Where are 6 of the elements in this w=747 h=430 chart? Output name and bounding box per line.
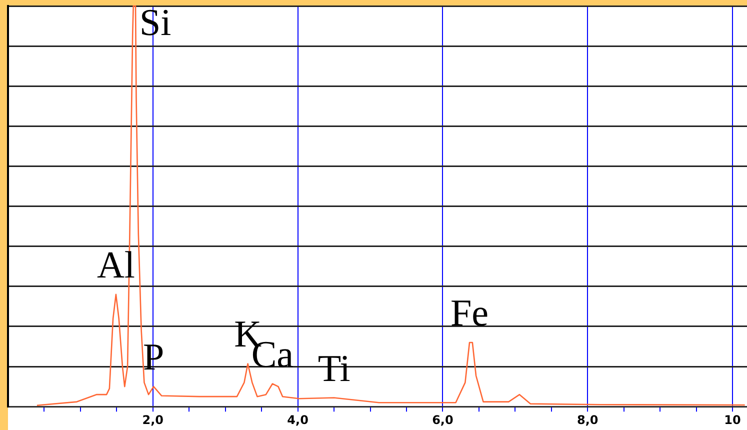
x-tick-label: 10 — [724, 412, 741, 427]
x-tick-label: 4,0 — [287, 412, 308, 427]
x-tick-label: 8,0 — [576, 412, 598, 427]
x-tick-label: 6,0 — [432, 412, 454, 427]
x-tick-label: 2,0 — [142, 412, 164, 427]
annotation: Fe — [450, 292, 489, 334]
